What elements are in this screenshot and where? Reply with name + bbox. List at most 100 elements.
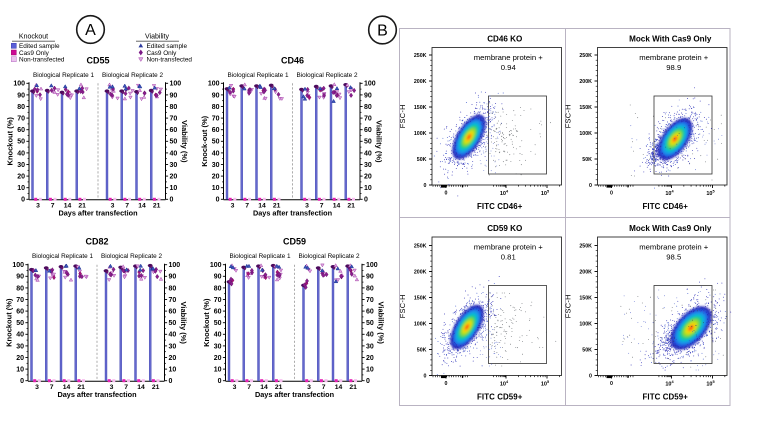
svg-text:60: 60 (366, 309, 374, 316)
svg-text:30: 30 (16, 343, 24, 350)
svg-text:Cas9 Only: Cas9 Only (19, 50, 50, 57)
svg-text:250K: 250K (579, 53, 592, 59)
svg-text:10: 10 (16, 367, 24, 374)
svg-text:FSC-H: FSC-H (564, 104, 573, 128)
svg-text:Biological Replicate 1: Biological Replicate 1 (32, 253, 94, 260)
svg-text:80: 80 (366, 285, 374, 292)
svg-text:250K: 250K (414, 243, 427, 249)
svg-text:Biological Replicate 1: Biological Replicate 1 (229, 253, 291, 260)
svg-text:90: 90 (366, 274, 374, 281)
svg-text:3: 3 (110, 384, 114, 391)
svg-text:50K: 50K (582, 347, 592, 353)
svg-text:90: 90 (17, 92, 25, 99)
svg-text:40: 40 (364, 150, 372, 157)
svg-text:30: 30 (169, 343, 177, 350)
svg-text:50: 50 (170, 139, 178, 146)
svg-text:60: 60 (169, 309, 177, 316)
svg-text:105: 105 (706, 380, 714, 388)
svg-text:70: 70 (364, 116, 372, 123)
svg-text:membrane protein +: membrane protein + (474, 53, 544, 62)
svg-text:21: 21 (153, 203, 161, 210)
svg-text:7: 7 (124, 384, 128, 391)
svg-text:70: 70 (17, 116, 25, 123)
svg-text:70: 70 (169, 297, 177, 304)
svg-text:100: 100 (170, 81, 182, 88)
svg-text:CD59: CD59 (283, 237, 306, 247)
svg-text:14: 14 (137, 384, 145, 391)
svg-text:50: 50 (212, 139, 220, 146)
svg-text:50K: 50K (417, 157, 427, 163)
svg-text:CD59 KO: CD59 KO (487, 224, 522, 233)
svg-text:21: 21 (347, 203, 355, 210)
svg-text:40: 40 (17, 150, 25, 157)
svg-text:30: 30 (212, 162, 220, 169)
svg-text:A: A (85, 22, 96, 39)
svg-text:10: 10 (214, 367, 222, 374)
svg-text:3: 3 (35, 384, 39, 391)
svg-text:0: 0 (218, 378, 222, 385)
svg-text:21: 21 (78, 203, 86, 210)
svg-text:Days after transfection: Days after transfection (253, 209, 332, 218)
svg-text:21: 21 (349, 384, 357, 391)
svg-text:7: 7 (125, 203, 129, 210)
svg-text:Days after transfection: Days after transfection (255, 390, 334, 399)
svg-text:90: 90 (214, 274, 222, 281)
svg-text:20: 20 (364, 174, 372, 181)
svg-text:10: 10 (212, 185, 220, 192)
svg-text:10: 10 (170, 185, 178, 192)
svg-text:100: 100 (366, 262, 378, 269)
svg-text:B: B (377, 23, 388, 40)
svg-text:100: 100 (13, 81, 25, 88)
svg-text:0: 0 (216, 197, 220, 204)
svg-text:20: 20 (366, 355, 374, 362)
svg-text:Edited sample: Edited sample (147, 43, 188, 50)
svg-text:0: 0 (589, 373, 592, 379)
svg-text:3: 3 (305, 203, 309, 210)
svg-text:100: 100 (210, 262, 222, 269)
svg-text:FSC-H: FSC-H (564, 294, 573, 318)
svg-text:3: 3 (36, 203, 40, 210)
svg-text:30: 30 (170, 162, 178, 169)
svg-text:70: 70 (366, 297, 374, 304)
svg-text:60: 60 (212, 127, 220, 134)
svg-text:50: 50 (364, 139, 372, 146)
svg-text:Viability (%): Viability (%) (377, 302, 386, 345)
svg-text:150K: 150K (579, 105, 592, 111)
svg-text:14: 14 (260, 384, 268, 391)
svg-text:0.94: 0.94 (501, 63, 517, 72)
svg-text:Knockout (%): Knockout (%) (6, 117, 15, 166)
svg-text:0: 0 (364, 197, 368, 204)
svg-text:Biological Replicate 1: Biological Replicate 1 (33, 72, 95, 79)
svg-text:10: 10 (17, 185, 25, 192)
svg-text:70: 70 (16, 297, 24, 304)
svg-text:0: 0 (21, 197, 25, 204)
svg-text:200K: 200K (414, 269, 427, 275)
svg-text:Edited sample: Edited sample (19, 43, 60, 50)
svg-text:Biological Replicate 2: Biological Replicate 2 (298, 253, 360, 260)
svg-text:FITC CD46+: FITC CD46+ (477, 202, 523, 211)
svg-text:membrane protein +: membrane protein + (639, 243, 709, 252)
svg-text:20: 20 (16, 355, 24, 362)
svg-text:100K: 100K (414, 321, 427, 327)
svg-text:21: 21 (273, 203, 281, 210)
svg-text:80: 80 (170, 104, 178, 111)
svg-text:104: 104 (665, 190, 674, 198)
svg-text:40: 40 (212, 150, 220, 157)
svg-text:3: 3 (307, 384, 311, 391)
svg-text:21: 21 (275, 384, 283, 391)
svg-text:90: 90 (170, 92, 178, 99)
svg-text:250K: 250K (414, 53, 427, 59)
svg-text:7: 7 (245, 203, 249, 210)
svg-text:60: 60 (16, 309, 24, 316)
svg-text:10: 10 (364, 185, 372, 192)
svg-text:CD82: CD82 (85, 237, 108, 247)
svg-text:FSC-H: FSC-H (398, 104, 407, 128)
svg-text:0: 0 (366, 378, 370, 385)
svg-text:membrane protein +: membrane protein + (474, 243, 544, 252)
svg-text:0: 0 (610, 381, 613, 387)
svg-text:100K: 100K (414, 131, 427, 137)
svg-text:10: 10 (169, 367, 177, 374)
svg-text:3: 3 (231, 203, 235, 210)
svg-text:60: 60 (17, 127, 25, 134)
svg-text:14: 14 (63, 384, 71, 391)
